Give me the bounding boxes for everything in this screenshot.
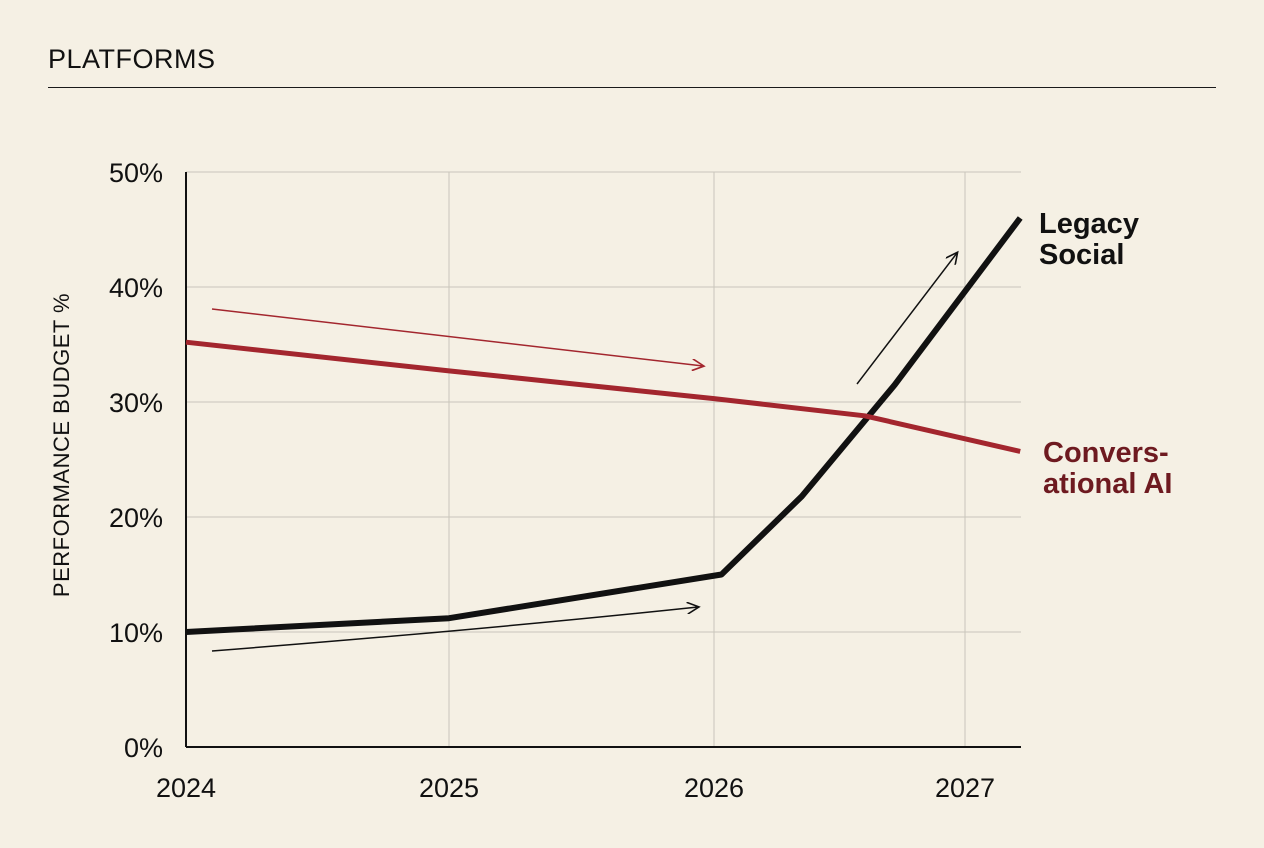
y-tick-label: 10%	[109, 618, 163, 648]
grid	[186, 171, 1021, 747]
series-label-line: Convers-	[1043, 437, 1169, 469]
trend-arrows	[211, 253, 957, 652]
y-tick-label: 0%	[124, 733, 163, 763]
axes	[185, 172, 1021, 748]
y-axis-label: PERFORMANCE BUDGET %	[49, 293, 74, 597]
series-line-legacy-social	[185, 216, 1023, 635]
y-tick-label: 20%	[109, 503, 163, 533]
trend-arrow-black-steep	[856, 253, 957, 385]
x-tick-label: 2024	[156, 773, 216, 803]
y-tick-label: 40%	[109, 273, 163, 303]
trend-arrow-red	[211, 308, 703, 366]
series-label-legacy-social: Legacy Social	[1039, 208, 1139, 271]
series-layer	[185, 216, 1023, 635]
page-title: PLATFORMS	[48, 44, 216, 74]
y-tick-label: 50%	[109, 158, 163, 188]
series-label-line: ational AI	[1043, 468, 1172, 500]
y-tick-label: 30%	[109, 388, 163, 418]
series-label-line: Legacy	[1039, 208, 1139, 240]
series-label-line: Social	[1039, 239, 1124, 271]
series-labels: Legacy Social Convers-ational AI	[1039, 208, 1172, 500]
series-line-conversational-ai	[185, 339, 1021, 454]
page-header: PLATFORMS	[48, 44, 1216, 88]
x-tick-label: 2027	[935, 773, 995, 803]
tick-labels: 0% 10% 20% 30% 40% 50% 2024 2025 2026 2027	[109, 158, 995, 803]
x-tick-label: 2026	[684, 773, 744, 803]
series-label-conversational-ai: Convers-ational AI	[1043, 437, 1172, 500]
trend-arrow-black-low	[211, 607, 698, 652]
x-tick-label: 2025	[419, 773, 479, 803]
